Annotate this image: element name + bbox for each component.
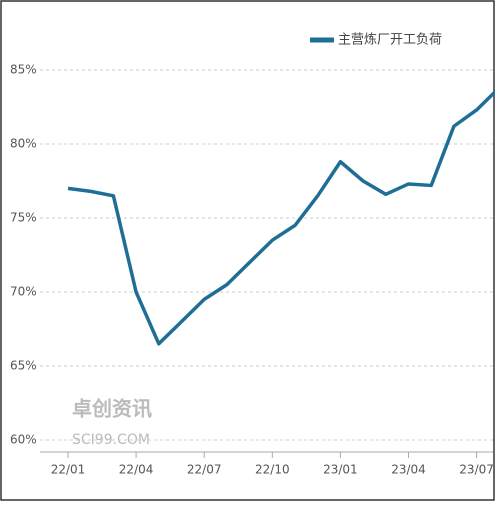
line-series <box>67 89 495 346</box>
x-tick-label: 23/04 <box>391 463 426 477</box>
y-tick-label: 70% <box>10 285 37 299</box>
x-tick-label: 22/04 <box>119 463 154 477</box>
y-tick-label: 60% <box>10 433 37 447</box>
y-tick-label: 65% <box>10 359 37 373</box>
y-tick-label: 75% <box>10 211 37 225</box>
x-tick-label: 23/07 <box>459 463 494 477</box>
legend-label: 主营炼厂开工负荷 <box>338 33 442 48</box>
x-tick-label: 23/01 <box>323 463 358 477</box>
x-tick-label: 22/01 <box>51 463 86 477</box>
watermark-url: SCI99.COM <box>72 432 150 448</box>
watermark: 卓创资讯 <box>72 397 152 421</box>
y-tick-label: 80% <box>10 137 37 151</box>
y-tick-label: 85% <box>10 63 37 77</box>
x-tick-label: 22/07 <box>187 463 222 477</box>
x-tick-label: 22/10 <box>255 463 290 477</box>
